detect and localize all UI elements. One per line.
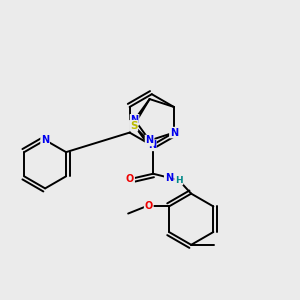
Text: N: N — [41, 135, 49, 145]
Text: S: S — [130, 121, 137, 131]
Text: N: N — [146, 136, 154, 146]
Text: N: N — [165, 173, 173, 183]
Text: O: O — [126, 174, 134, 184]
Text: N: N — [170, 128, 178, 138]
Text: O: O — [145, 201, 153, 212]
Text: N: N — [148, 140, 156, 150]
Text: N: N — [130, 115, 139, 125]
Text: H: H — [175, 176, 183, 184]
